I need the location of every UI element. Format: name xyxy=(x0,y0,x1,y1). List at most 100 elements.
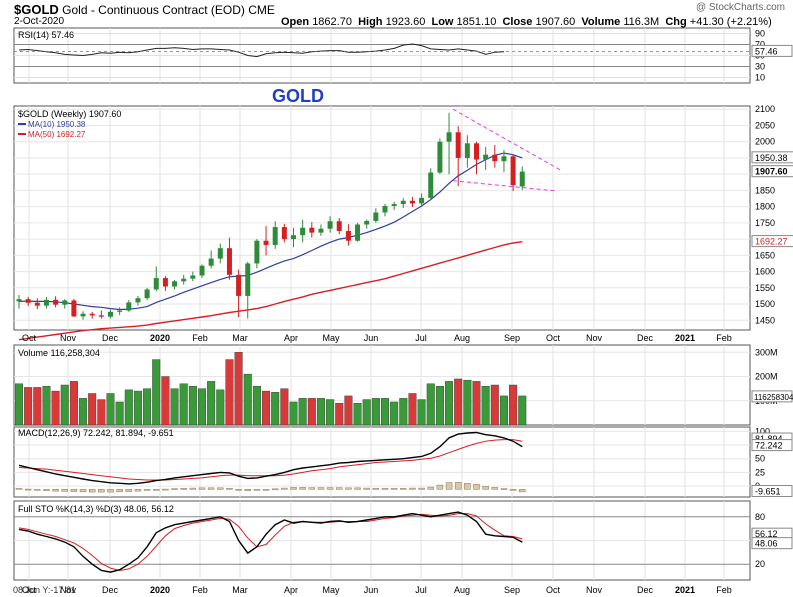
macd-histogram-bar xyxy=(98,489,105,493)
sto-xtick-label: May xyxy=(322,585,340,595)
macd-histogram-bar xyxy=(363,487,370,490)
rsi-value-label: 57.46 xyxy=(755,46,778,56)
volume-bar xyxy=(289,401,298,426)
price-candle xyxy=(217,248,223,259)
open-value: 1862.70 xyxy=(312,16,352,28)
price-candle xyxy=(254,240,260,264)
high-value: 1923.60 xyxy=(385,16,426,28)
macd-histogram-bar xyxy=(354,487,361,490)
macd-histogram-bar xyxy=(198,487,206,490)
legend-ma10: MA(10) 1950.38 xyxy=(28,120,86,129)
macd-histogram-bar xyxy=(189,487,197,490)
sto-xtick-label: 2020 xyxy=(150,585,170,595)
volume-bar xyxy=(518,395,527,426)
price-candle xyxy=(391,204,397,206)
sto-xtick-label: Feb xyxy=(716,585,732,595)
price-candle xyxy=(355,224,361,241)
macd-histogram-bar xyxy=(207,487,215,490)
macd-histogram-bar xyxy=(372,488,380,490)
volume-bar xyxy=(335,402,344,426)
price-xtick-label: Oct xyxy=(546,333,561,343)
volume-bar xyxy=(271,392,280,426)
legend-ma50: MA(50) 1692.27 xyxy=(28,130,86,139)
price-tick-label: 2100 xyxy=(755,104,775,114)
price-candle xyxy=(400,200,406,205)
volume-bar xyxy=(225,359,234,426)
watermark: @ StockCharts.com xyxy=(695,2,785,13)
price-candle xyxy=(464,143,470,158)
volume-title: Volume 116,258,304 xyxy=(18,348,100,358)
volume-bar xyxy=(307,398,316,426)
volume-bar xyxy=(79,398,88,426)
price-candle xyxy=(501,156,507,162)
price-candle xyxy=(327,221,333,229)
price-candle xyxy=(135,298,141,303)
price-xtick-label: Nov xyxy=(586,333,603,343)
price-candle xyxy=(34,302,40,306)
volume-bar xyxy=(207,381,216,426)
price-candle xyxy=(300,227,306,236)
close-label: Close xyxy=(502,16,533,28)
price-candle xyxy=(236,274,242,296)
price-tick-label: 1500 xyxy=(755,299,775,309)
price-candle xyxy=(455,132,461,158)
macd-histogram-bar xyxy=(107,489,114,493)
macd-histogram-bar xyxy=(427,486,434,490)
macd-histogram-bar xyxy=(445,482,453,490)
macd-histogram-bar xyxy=(253,489,261,491)
price-candle xyxy=(474,143,479,160)
sto-k-line xyxy=(18,511,523,573)
macd-histogram-bar xyxy=(271,488,279,491)
sto-xtick-label: Dec xyxy=(102,585,119,595)
gold-annotation: GOLD xyxy=(272,86,324,106)
price-xtick-label: Feb xyxy=(716,333,732,343)
macd-histogram-bar xyxy=(143,489,151,491)
volume-bar xyxy=(490,384,499,426)
macd-histogram-bar xyxy=(43,489,50,491)
low-value: 1851.10 xyxy=(456,16,497,28)
high-label: High xyxy=(358,16,383,28)
price-candle xyxy=(364,220,370,225)
volume-bar xyxy=(124,389,133,426)
macd-histogram-bar xyxy=(52,489,59,492)
price-tick-label: 2000 xyxy=(755,137,775,147)
price-candle xyxy=(162,278,168,287)
price-candle xyxy=(208,258,214,266)
volume-bar xyxy=(252,386,261,426)
sto-xtick-label: 2021 xyxy=(675,585,695,595)
price-value-label: 1692.27 xyxy=(755,237,788,247)
macd-histogram-bar xyxy=(153,489,160,491)
price-candle xyxy=(98,315,104,317)
price-candle xyxy=(144,289,150,299)
volume-bar xyxy=(445,381,454,426)
price-value-box xyxy=(751,235,793,248)
rsi-tick-label: 10 xyxy=(755,73,765,83)
macd-histogram-bar xyxy=(381,488,389,490)
macd-tick-label: 25 xyxy=(755,467,765,477)
price-candle xyxy=(291,235,296,240)
price-tick-label: 1750 xyxy=(755,218,775,228)
ma50-line xyxy=(18,241,523,341)
volume-bar xyxy=(42,386,51,426)
volume-tick-label: 200M xyxy=(755,372,778,382)
macd-histogram-bar xyxy=(171,488,178,490)
price-xtick-label: Feb xyxy=(192,333,208,343)
sto-xtick-label: Sep xyxy=(504,585,520,595)
macd-histogram-bar xyxy=(34,489,41,491)
close-value: 1907.60 xyxy=(535,16,576,28)
volume-bar xyxy=(234,352,243,426)
volume-bar xyxy=(24,387,33,426)
rsi-value-box xyxy=(751,44,793,57)
macd-value-label: 72.242 xyxy=(755,441,783,451)
volume-bar xyxy=(417,399,426,426)
price-xtick-label: Jun xyxy=(364,333,379,343)
volume-bar xyxy=(69,381,78,426)
price-xtick-label: Sep xyxy=(504,333,520,343)
macd-value-label: -9.651 xyxy=(755,487,781,497)
price-xtick-label: 2020 xyxy=(150,333,170,343)
price-candle xyxy=(519,171,525,187)
volume-bar xyxy=(499,395,508,426)
price-xtick-label: Mar xyxy=(232,333,248,343)
price-xtick-label: Jul xyxy=(415,333,427,343)
